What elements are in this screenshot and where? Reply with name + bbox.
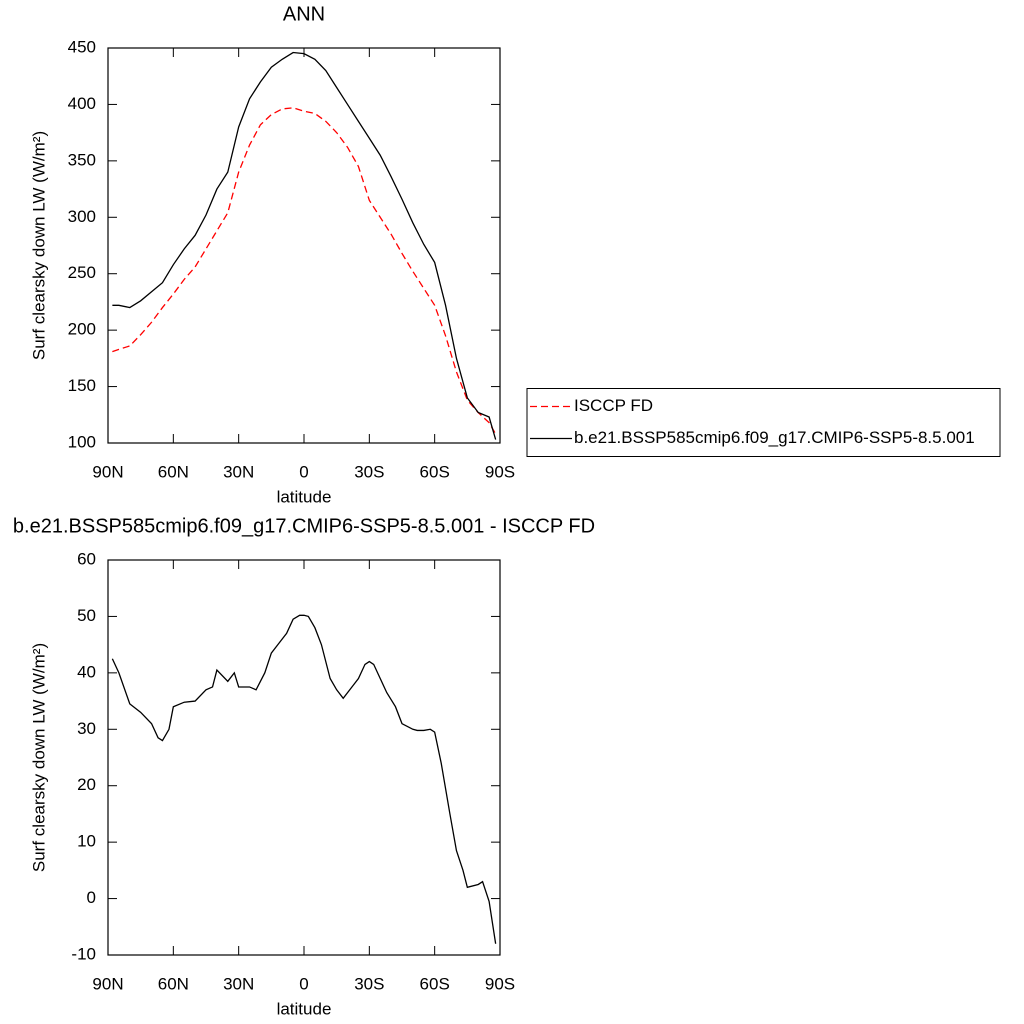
x-tick-label: 30N — [223, 462, 254, 481]
chart-title: ANN — [283, 3, 325, 25]
data-line — [111, 614, 497, 944]
y-tick-label: 150 — [68, 376, 96, 395]
y-tick-label: 400 — [68, 94, 96, 113]
data-line — [112, 51, 497, 440]
x-tick-label: 30S — [354, 462, 384, 481]
y-tick-label: 60 — [77, 549, 96, 568]
x-tick-label: 90S — [485, 974, 515, 993]
y-tick-label: 50 — [77, 606, 96, 625]
y-tick-label: 20 — [77, 775, 96, 794]
x-tick-label: 60N — [158, 974, 189, 993]
x-tick-label: 90S — [485, 462, 515, 481]
y-tick-label: 300 — [68, 207, 96, 226]
x-tick-label: 30N — [223, 974, 254, 993]
legend-box — [526, 388, 1001, 457]
y-tick-label: 100 — [68, 432, 96, 451]
x-axis-label: latitude — [277, 487, 332, 506]
x-tick-label: 0 — [299, 462, 308, 481]
y-axis-label: Surf clearsky down LW (W/m²) — [29, 643, 48, 872]
y-tick-label: 250 — [68, 263, 96, 282]
x-tick-label: 60S — [420, 462, 450, 481]
x-tick-label: 60N — [158, 462, 189, 481]
y-tick-label: 40 — [77, 662, 96, 681]
y-tick-label: 30 — [77, 719, 96, 738]
x-tick-label: 60S — [420, 974, 450, 993]
plot-frame — [107, 559, 501, 956]
y-tick-label: 450 — [68, 37, 96, 56]
x-tick-label: 30S — [354, 974, 384, 993]
x-axis-label: latitude — [277, 999, 332, 1018]
chart-title: b.e21.BSSP585cmip6.f09_g17.CMIP6-SSP5-8.… — [13, 515, 595, 537]
x-tick-label: 0 — [299, 974, 308, 993]
plot-frame — [107, 47, 501, 444]
y-tick-label: -10 — [71, 944, 96, 963]
y-tick-label: 350 — [68, 150, 96, 169]
y-tick-label: 0 — [87, 888, 96, 907]
data-line — [112, 107, 497, 435]
y-tick-label: 200 — [68, 320, 96, 339]
legend-label: ISCCP FD — [574, 396, 653, 415]
y-tick-label: 10 — [77, 832, 96, 851]
y-axis-label: Surf clearsky down LW (W/m²) — [29, 131, 48, 360]
x-tick-label: 90N — [92, 462, 123, 481]
x-tick-label: 90N — [92, 974, 123, 993]
legend-label: b.e21.BSSP585cmip6.f09_g17.CMIP6-SSP5-8.… — [574, 428, 975, 447]
